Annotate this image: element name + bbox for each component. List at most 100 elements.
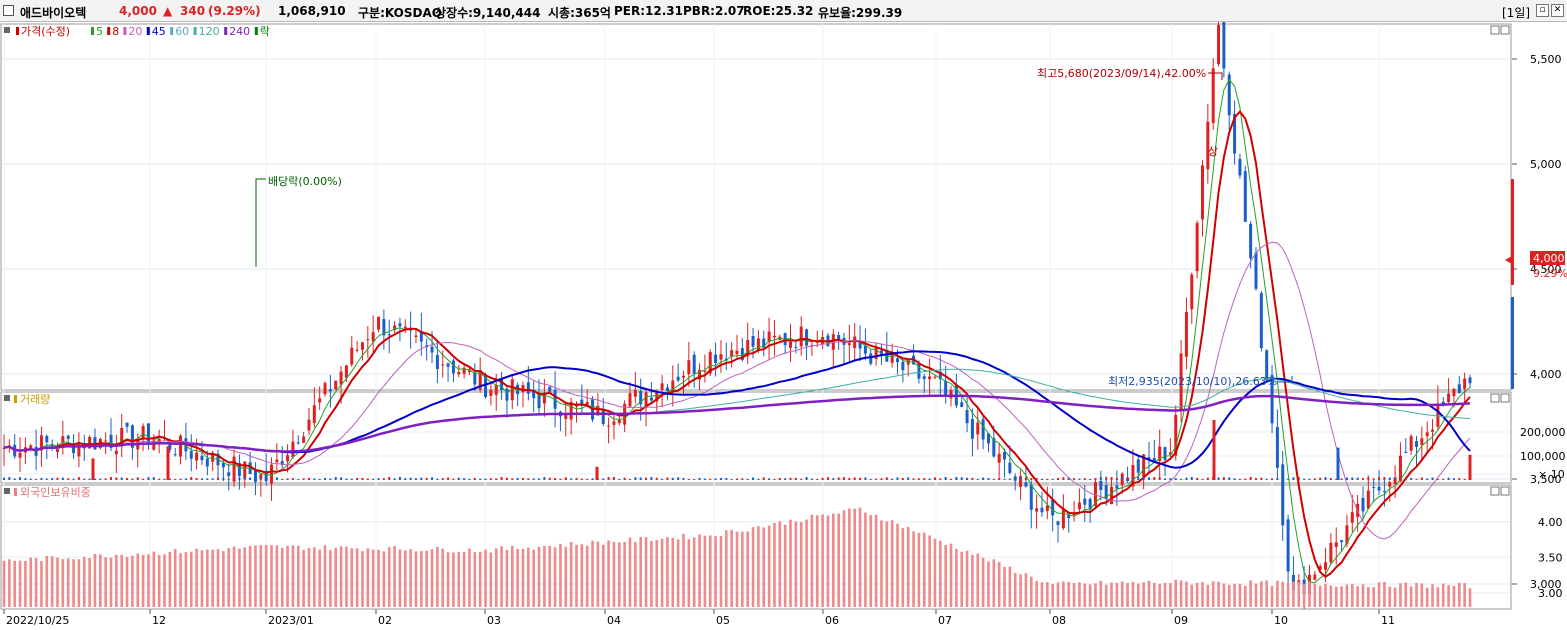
panel-menu-icon[interactable] [4, 395, 10, 401]
volume-bar [634, 477, 637, 480]
volume-bar [939, 478, 942, 480]
moving-average-240 [3, 394, 1471, 453]
volume-bar [917, 478, 920, 480]
foreign-bar [1131, 581, 1135, 607]
candle-body [949, 390, 953, 399]
volume-bar [907, 477, 910, 480]
volume-bar [1051, 478, 1054, 480]
foreign-bar [933, 538, 937, 607]
candle-body [1254, 252, 1258, 289]
volume-spike-bar [91, 458, 95, 480]
volume-bar [45, 478, 48, 480]
candle-body [1008, 462, 1012, 473]
volume-bar [896, 477, 899, 480]
foreign-bar [607, 540, 610, 607]
foreign-bar [885, 521, 889, 607]
foreign-bar [211, 549, 214, 607]
foreign-bar [987, 561, 990, 607]
candle-body [1190, 274, 1194, 310]
foreign-bar [639, 536, 642, 607]
foreign-bar [361, 551, 364, 607]
date-tick-label: 12 [152, 614, 166, 627]
foreign-bar [655, 540, 659, 607]
high-annotation: 최고5,680(2023/09/14),42.00% [1037, 67, 1206, 80]
volume-bar [334, 477, 337, 480]
candle-body [853, 336, 857, 349]
volume-bar [136, 477, 139, 480]
panel-menu-icon[interactable] [4, 27, 10, 33]
volume-bar [612, 476, 615, 480]
legend-item: 240 [229, 25, 250, 38]
volume-bar [77, 477, 80, 480]
volume-bar [1035, 477, 1038, 480]
candle-body [628, 393, 632, 407]
foreign-bar [291, 545, 295, 607]
candle-body [542, 392, 546, 404]
volume-axis: 200,000 100,000 × 10 [1520, 426, 1566, 481]
foreign-bar [874, 514, 878, 607]
candle-body [1377, 486, 1381, 491]
foreign-bar [815, 515, 819, 607]
panel-close-icon[interactable] [1500, 393, 1510, 403]
candle-body [965, 410, 969, 424]
foreign-bar [248, 545, 252, 607]
foreign-bar [1463, 583, 1466, 607]
candle-body [601, 409, 605, 424]
foreign-bar [254, 545, 257, 607]
volume-bar [1335, 478, 1338, 480]
candle-body [1184, 312, 1188, 357]
foreign-bar [355, 548, 359, 607]
volume-bar [1356, 477, 1359, 480]
foreign-bar [1302, 583, 1306, 607]
panel-close-icon[interactable] [1500, 25, 1510, 35]
volume-bar [40, 477, 43, 480]
stock-chart[interactable]: 가격(수정) 5 8 20 45 60 120 240 락 거래량 외국인보유비중 최고5,68… [0, 22, 1567, 630]
foreign-bar [1238, 583, 1242, 607]
foreign-bar [628, 537, 632, 607]
candle-body [29, 445, 33, 449]
volume-bar [982, 477, 985, 480]
candle-body [377, 316, 381, 330]
panel-restore-icon[interactable] [1490, 25, 1500, 35]
candle-body [1147, 457, 1151, 459]
foreign-bar [350, 548, 354, 607]
volume-spike-bar [1468, 454, 1472, 480]
volume-bar [436, 478, 439, 480]
candle-body [639, 391, 643, 405]
candle-body [173, 454, 177, 456]
up-arrow-icon: ▲ [163, 4, 173, 18]
volume-bar [110, 476, 113, 480]
minimize-icon[interactable]: ▫ [1536, 4, 1549, 17]
foreign-bar [216, 549, 220, 607]
foreign-bar [1051, 583, 1054, 607]
foreign-bar [446, 552, 450, 607]
panel-close-icon[interactable] [1500, 486, 1510, 496]
panel-restore-icon[interactable] [1490, 486, 1500, 496]
foreign-bar [1126, 582, 1129, 607]
volume-bar [468, 478, 471, 480]
panel-menu-icon[interactable] [4, 488, 10, 494]
foreign-bar [238, 548, 241, 607]
candle-body [419, 331, 423, 342]
foreign-bar [810, 514, 814, 607]
volume-bar [687, 478, 690, 480]
legend-item: 60 [175, 25, 189, 38]
candle-body [521, 385, 525, 393]
foreign-bar [1350, 584, 1354, 607]
candle-body [280, 461, 284, 465]
candle-body [708, 352, 712, 374]
close-icon[interactable]: ✕ [1551, 4, 1564, 17]
foreign-bar [682, 533, 685, 607]
foreign-bar [99, 554, 102, 607]
volume-bar [24, 478, 27, 480]
candle-body [1072, 514, 1076, 516]
arrow-up-icon [1278, 376, 1293, 383]
stock-name: 애드바이오텍 [20, 6, 87, 20]
candle-body [1174, 415, 1178, 456]
period-selector[interactable]: [1일] [1502, 6, 1531, 20]
candle-body [1350, 512, 1354, 523]
volume-bar [1185, 477, 1188, 480]
foreign-bar [1003, 566, 1006, 607]
panel-restore-icon[interactable] [1490, 393, 1500, 403]
select-checkbox[interactable] [3, 5, 14, 16]
